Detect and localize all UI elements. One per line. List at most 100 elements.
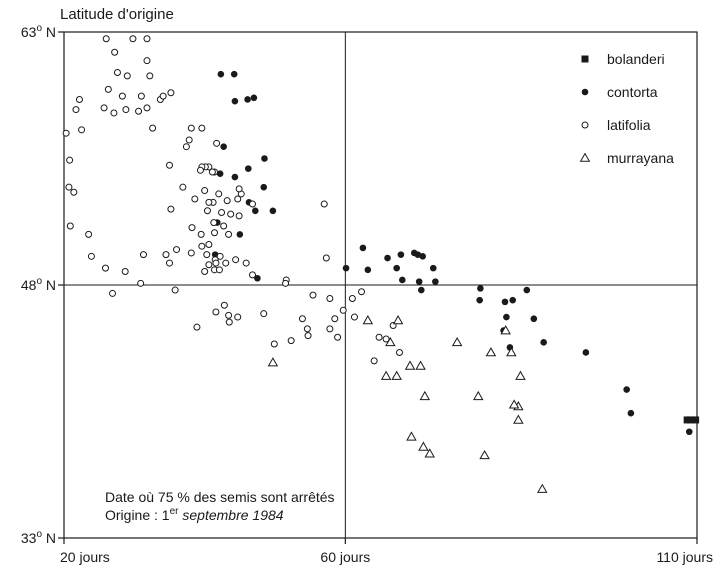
data-point-latifolia bbox=[149, 124, 157, 132]
data-point-contorta bbox=[230, 70, 238, 78]
data-point-latifolia bbox=[146, 72, 154, 80]
data-point-latifolia bbox=[185, 136, 193, 144]
data-point-contorta bbox=[342, 264, 350, 272]
data-point-latifolia bbox=[205, 241, 213, 249]
data-point-latifolia bbox=[287, 337, 295, 345]
data-point-latifolia bbox=[248, 200, 256, 208]
data-point-murrayana bbox=[392, 315, 404, 325]
data-point-contorta bbox=[217, 70, 225, 78]
data-point-bolanderi bbox=[687, 416, 695, 424]
data-point-latifolia bbox=[220, 301, 228, 309]
data-point-latifolia bbox=[322, 254, 330, 262]
data-point-latifolia bbox=[225, 311, 233, 319]
data-point-latifolia bbox=[122, 106, 130, 114]
data-point-latifolia bbox=[87, 252, 95, 260]
data-point-contorta bbox=[410, 249, 418, 257]
series-murrayana bbox=[267, 315, 548, 493]
data-point-latifolia bbox=[139, 251, 147, 259]
data-point-latifolia bbox=[171, 286, 179, 294]
data-point-contorta bbox=[254, 274, 261, 282]
data-point-latifolia bbox=[282, 279, 290, 287]
data-point-latifolia bbox=[102, 35, 110, 43]
data-point-latifolia bbox=[222, 259, 230, 267]
data-point-latifolia bbox=[143, 104, 151, 112]
data-point-murrayana bbox=[506, 347, 517, 357]
legend: bolanderi contorta latifolia murrayana bbox=[579, 51, 674, 166]
legend-marker-murrayana bbox=[579, 152, 591, 162]
data-point-latifolia bbox=[225, 318, 233, 326]
data-point-murrayana bbox=[362, 315, 374, 325]
data-point-latifolia bbox=[395, 348, 403, 356]
data-point-latifolia bbox=[208, 168, 216, 176]
data-point-latifolia bbox=[123, 72, 131, 80]
data-point-contorta bbox=[415, 278, 423, 285]
y-tick-label: 33o N bbox=[21, 529, 56, 546]
x-tick-label: 60 jours bbox=[320, 549, 370, 565]
data-point-latifolia bbox=[234, 195, 242, 203]
data-point-murrayana bbox=[385, 336, 396, 347]
data-point-latifolia bbox=[248, 271, 256, 279]
data-point-latifolia bbox=[191, 195, 199, 203]
data-point-latifolia bbox=[235, 185, 243, 193]
data-point-contorta bbox=[384, 254, 391, 262]
data-point-latifolia bbox=[215, 266, 223, 274]
data-point-contorta bbox=[582, 349, 590, 356]
series-latifolia bbox=[62, 35, 403, 365]
data-point-murrayana bbox=[485, 347, 497, 357]
data-point-murrayana bbox=[418, 441, 429, 451]
data-point-latifolia bbox=[129, 35, 137, 43]
data-point-latifolia bbox=[350, 313, 358, 321]
data-point-latifolia bbox=[212, 259, 220, 267]
annotation-line-2: Origine : 1er septembre 1984 bbox=[105, 506, 284, 523]
data-point-latifolia bbox=[143, 57, 151, 65]
x-tick-label: 110 jours bbox=[656, 549, 713, 565]
data-point-latifolia bbox=[232, 256, 240, 264]
data-point-latifolia bbox=[203, 207, 211, 215]
data-point-latifolia bbox=[220, 222, 228, 230]
data-point-latifolia bbox=[137, 92, 145, 100]
data-point-contorta bbox=[220, 143, 227, 150]
data-point-bolanderi bbox=[683, 416, 691, 424]
data-point-latifolia bbox=[143, 35, 151, 43]
data-point-latifolia bbox=[304, 332, 312, 340]
data-point-latifolia bbox=[118, 92, 126, 100]
data-point-contorta bbox=[260, 183, 268, 191]
data-point-latifolia bbox=[309, 291, 317, 299]
data-point-contorta bbox=[252, 207, 259, 215]
data-point-contorta bbox=[523, 286, 531, 294]
data-point-latifolia bbox=[375, 333, 383, 341]
data-point-contorta bbox=[623, 386, 630, 393]
y-tick-label: 63o N bbox=[21, 23, 56, 40]
data-point-murrayana bbox=[267, 357, 279, 367]
data-point-latifolia bbox=[210, 219, 218, 227]
y-axis-title: Latitude d'origine bbox=[60, 6, 174, 23]
data-point-latifolia bbox=[235, 212, 243, 220]
data-point-murrayana bbox=[479, 449, 490, 460]
data-point-latifolia bbox=[182, 143, 190, 151]
data-point-latifolia bbox=[110, 109, 118, 117]
data-point-latifolia bbox=[166, 161, 173, 169]
data-point-contorta bbox=[359, 244, 367, 252]
data-point-contorta bbox=[476, 296, 483, 304]
data-point-contorta bbox=[419, 253, 427, 260]
data-point-contorta bbox=[627, 409, 635, 417]
legend-label-latifolia: latifolia bbox=[607, 117, 651, 133]
legend-marker-bolanderi bbox=[581, 55, 589, 63]
data-point-latifolia bbox=[187, 249, 195, 257]
data-point-contorta bbox=[269, 207, 277, 215]
data-point-latifolia bbox=[111, 48, 119, 56]
data-point-latifolia bbox=[242, 259, 250, 267]
data-point-latifolia bbox=[113, 68, 121, 76]
x-axis: 20 jours 60 jours 110 jours bbox=[60, 538, 713, 565]
data-point-latifolia bbox=[215, 190, 223, 198]
data-point-latifolia bbox=[298, 315, 306, 323]
data-point-latifolia bbox=[135, 107, 143, 115]
data-point-bolanderi bbox=[692, 416, 700, 424]
data-point-murrayana bbox=[424, 448, 435, 458]
data-point-latifolia bbox=[193, 323, 201, 331]
data-point-contorta bbox=[503, 313, 510, 321]
data-point-latifolia bbox=[85, 230, 93, 238]
data-point-murrayana bbox=[406, 431, 417, 441]
data-point-latifolia bbox=[159, 92, 167, 100]
data-point-latifolia bbox=[331, 315, 339, 323]
